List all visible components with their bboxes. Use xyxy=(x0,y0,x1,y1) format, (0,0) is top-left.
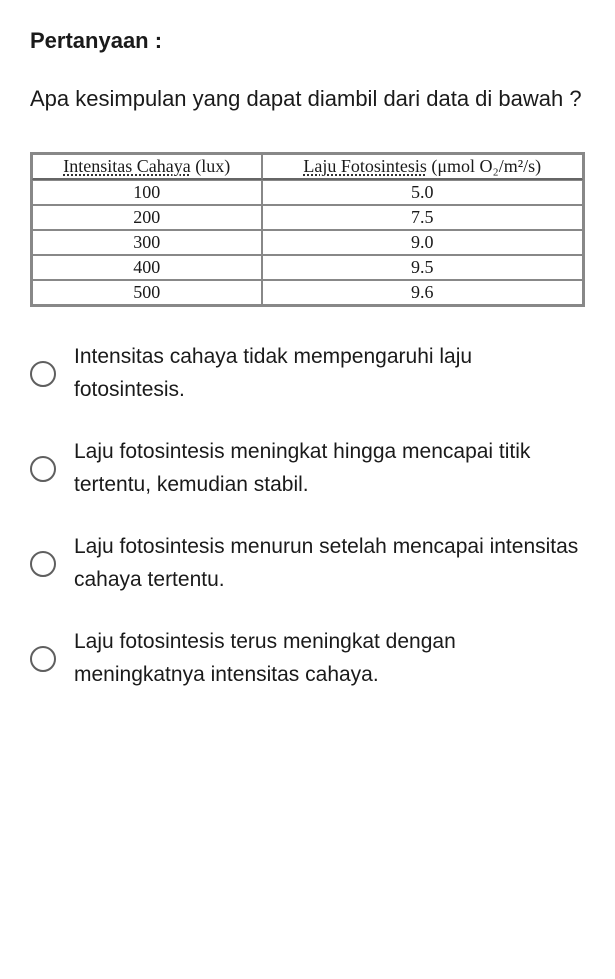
table-header-col1: Intensitas Cahaya (lux) xyxy=(32,154,262,180)
radio-icon[interactable] xyxy=(30,361,56,387)
table-cell: 400 xyxy=(32,255,262,280)
option-1-label: Intensitas cahaya tidak mempengaruhi laj… xyxy=(74,341,585,406)
option-4-label: Laju fotosintesis terus meningkat dengan… xyxy=(74,626,585,691)
table-cell: 9.6 xyxy=(262,280,583,305)
option-3[interactable]: Laju fotosintesis menurun setelah mencap… xyxy=(30,531,585,596)
table-header-col2-main: Laju Fotosintesis xyxy=(303,156,427,176)
table-row: 400 9.5 xyxy=(32,255,583,280)
table-row: 300 9.0 xyxy=(32,230,583,255)
table-cell: 7.5 xyxy=(262,205,583,230)
table-header-col2-suffix: (μmol O₂/m²/s) xyxy=(427,156,541,176)
option-3-label: Laju fotosintesis menurun setelah mencap… xyxy=(74,531,585,596)
table-header-row: Intensitas Cahaya (lux) Laju Fotosintesi… xyxy=(32,154,583,180)
table-row: 200 7.5 xyxy=(32,205,583,230)
table-cell: 200 xyxy=(32,205,262,230)
table-cell: 100 xyxy=(32,180,262,205)
table-row: 500 9.6 xyxy=(32,280,583,305)
option-2[interactable]: Laju fotosintesis meningkat hingga menca… xyxy=(30,436,585,501)
table-cell: 9.5 xyxy=(262,255,583,280)
radio-icon[interactable] xyxy=(30,456,56,482)
table-row: 100 5.0 xyxy=(32,180,583,205)
radio-icon[interactable] xyxy=(30,646,56,672)
option-2-label: Laju fotosintesis meningkat hingga menca… xyxy=(74,436,585,501)
radio-icon[interactable] xyxy=(30,551,56,577)
table-cell: 9.0 xyxy=(262,230,583,255)
table-cell: 500 xyxy=(32,280,262,305)
table-cell: 5.0 xyxy=(262,180,583,205)
table-cell: 300 xyxy=(32,230,262,255)
question-heading: Pertanyaan : xyxy=(30,28,585,54)
option-1[interactable]: Intensitas cahaya tidak mempengaruhi laj… xyxy=(30,341,585,406)
table-header-col1-main: Intensitas Cahaya xyxy=(63,156,190,176)
table-header-col2: Laju Fotosintesis (μmol O₂/m²/s) xyxy=(262,154,583,180)
question-text: Apa kesimpulan yang dapat diambil dari d… xyxy=(30,82,585,116)
data-table: Intensitas Cahaya (lux) Laju Fotosintesi… xyxy=(30,152,585,307)
table-body: 100 5.0 200 7.5 300 9.0 400 9.5 500 9.6 xyxy=(32,180,583,305)
options-group: Intensitas cahaya tidak mempengaruhi laj… xyxy=(30,341,585,691)
table-header-col1-suffix: (lux) xyxy=(191,156,231,176)
option-4[interactable]: Laju fotosintesis terus meningkat dengan… xyxy=(30,626,585,691)
